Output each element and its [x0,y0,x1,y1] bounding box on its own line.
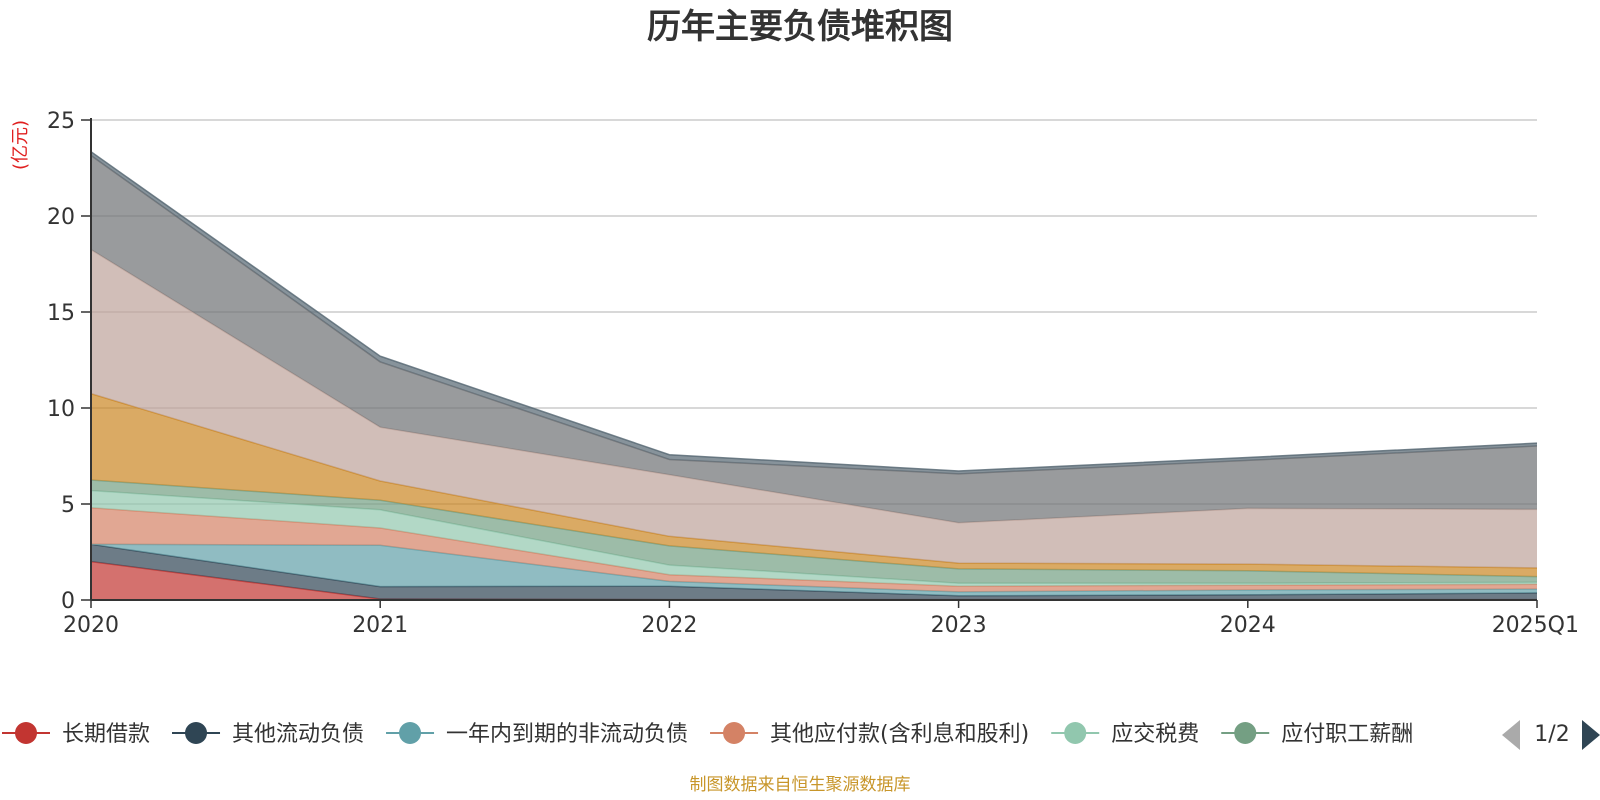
x-axis-ticks: 2020 2021 2022 2023 2024 2025Q1 [63,600,1579,638]
area-series-6 [91,393,1537,577]
y-axis-unit-label: (亿元) [10,120,31,170]
area-series-0 [91,561,1537,600]
legend-marker-icon [399,722,422,744]
axes [90,118,1537,601]
legend-marker-icon [1064,722,1087,744]
y-tick-label: 0 [61,589,75,614]
x-tick-label: 2024 [1220,613,1276,638]
legend-next-icon[interactable] [1582,720,1600,750]
legend: 长期借款 其他流动负债 一年内到期的非流动负债 其他应付款(含利息和股利) 应交税费 应付… [2,722,1413,747]
legend-prev-icon[interactable] [1502,720,1520,750]
legend-marker-icon [1234,722,1257,744]
legend-label: 一年内到期的非流动负债 [446,722,688,747]
legend-item-2[interactable]: 一年内到期的非流动负债 [386,722,688,747]
legend-marker-icon [723,722,746,744]
source-note: 制图数据来自恒生聚源数据库 [690,775,911,795]
legend-item-4[interactable]: 应交税费 [1051,722,1199,747]
area-series-7 [91,249,1537,568]
area-series-group [90,151,1538,601]
y-axis-ticks: 0 5 10 15 20 25 [47,109,91,614]
legend-item-1[interactable]: 其他流动负债 [172,722,364,747]
x-tick-label: 2020 [63,613,119,638]
legend-item-0[interactable]: 长期借款 [2,722,150,747]
legend-label: 应交税费 [1111,722,1199,747]
legend-label: 长期借款 [62,722,150,747]
legend-marker-icon [15,722,37,744]
legend-item-5[interactable]: 应付职工薪酬 [1221,722,1413,747]
area-series-8 [91,155,1537,523]
chart-title: 历年主要负债堆积图 [647,7,953,47]
x-tick-label: 2021 [352,613,408,638]
series-line-9 [90,151,1538,472]
legend-item-3[interactable]: 其他应付款(含利息和股利) [710,722,1029,747]
y-tick-label: 25 [47,109,75,134]
legend-page-indicator: 1/2 [1534,722,1569,747]
legend-items: 长期借款 其他流动负债 一年内到期的非流动负债 其他应付款(含利息和股利) 应交税费 应付… [2,722,1413,747]
y-tick-label: 20 [47,205,75,230]
legend-pager: 1/2 [1502,720,1600,750]
y-tick-label: 10 [47,397,75,422]
x-tick-label: 2025Q1 [1492,613,1579,638]
x-tick-label: 2022 [641,613,697,638]
legend-marker-icon [185,722,208,744]
y-tick-label: 5 [61,493,75,518]
x-tick-label: 2023 [931,613,987,638]
legend-label: 其他流动负债 [232,722,364,747]
legend-label: 应付职工薪酬 [1281,722,1413,747]
series-line-8 [90,154,1538,475]
legend-label: 其他应付款(含利息和股利) [770,722,1029,747]
y-tick-label: 15 [47,301,75,326]
series-line-4 [90,489,1538,585]
area-series-2 [91,544,1537,596]
